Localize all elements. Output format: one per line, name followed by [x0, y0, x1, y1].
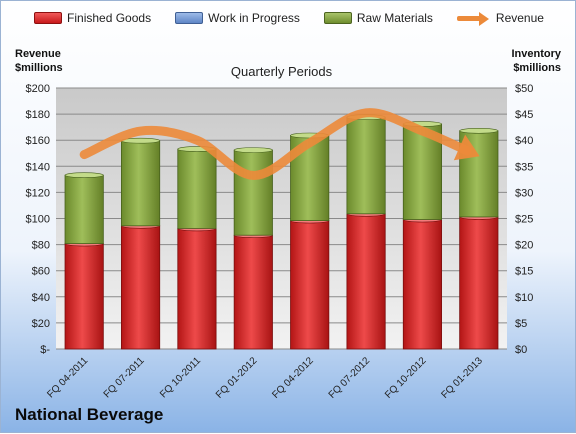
legend-item-revenue: Revenue	[456, 11, 544, 26]
left-tick-label: $120	[26, 187, 50, 199]
x-tick-label: FQ 01-2013	[439, 355, 485, 401]
left-tick-label: $60	[32, 266, 50, 278]
right-tick-label: $10	[515, 292, 533, 304]
left-tick-label: $40	[32, 292, 50, 304]
left-axis-title-line1: Revenue	[15, 48, 61, 60]
left-axis-title: Revenue $millions	[15, 47, 63, 75]
bar-raw-materials-cap	[233, 147, 273, 153]
bar-raw-materials	[346, 116, 386, 215]
left-tick-label: $140	[26, 161, 50, 173]
bar-finished-goods	[290, 220, 330, 350]
legend-label-revenue: Revenue	[495, 11, 544, 25]
bar-raw-materials	[233, 149, 273, 236]
left-axis-title-line2: $millions	[15, 62, 63, 74]
bar-raw-materials-cap	[459, 128, 499, 134]
bar-raw-materials	[120, 140, 161, 227]
right-axis-title: Inventory $millions	[511, 47, 561, 75]
bar-finished-goods	[402, 219, 443, 350]
legend-swatch-finished-goods	[34, 12, 63, 24]
legend-label-finished-goods: Finished Goods	[67, 11, 152, 25]
legend-label-work-in-progress: Work in Progress	[208, 11, 300, 25]
left-tick-label: $20	[32, 318, 50, 330]
x-tick-label: FQ 07-2012	[327, 355, 373, 401]
x-tick-label: FQ 10-2011	[158, 355, 203, 400]
x-tick-label: FQ 04-2011	[45, 355, 90, 400]
right-tick-label: $50	[515, 83, 533, 95]
right-tick-label: $25	[515, 214, 533, 226]
right-tick-label: $20	[515, 240, 533, 252]
legend-swatch-work-in-progress	[175, 12, 204, 24]
chart-title: Quarterly Periods	[231, 64, 333, 79]
left-tick-label: $-	[40, 344, 50, 356]
legend-item-raw-materials: Raw Materials	[323, 11, 433, 25]
legend: Finished Goods Work in Progress Raw Mate…	[1, 11, 576, 26]
bar-raw-materials	[177, 148, 217, 229]
right-tick-label: $15	[515, 266, 533, 278]
left-tick-label: $180	[26, 109, 50, 121]
revenue-line	[79, 108, 472, 180]
right-tick-label: $5	[515, 318, 527, 330]
left-tick-label: $80	[32, 240, 50, 252]
x-tick-label: FQ 07-2011	[102, 355, 147, 400]
right-tick-label: $35	[515, 161, 533, 173]
right-tick-label: $30	[515, 187, 533, 199]
bar-raw-materials	[64, 174, 104, 244]
legend-item-work-in-progress: Work in Progress	[175, 11, 300, 25]
right-tick-label: $40	[515, 135, 533, 147]
right-axis-title-line2: $millions	[513, 62, 561, 74]
right-tick-label: $45	[515, 109, 533, 121]
bar-finished-goods	[459, 216, 499, 350]
x-tick-label: FQ 01-2012	[214, 355, 260, 401]
left-tick-label: $160	[26, 135, 50, 147]
x-tick-label: FQ 10-2012	[383, 355, 429, 401]
left-tick-label: $100	[26, 214, 50, 226]
bar-finished-goods	[64, 243, 104, 350]
legend-swatch-revenue	[456, 12, 491, 26]
x-tick-label: FQ 04-2012	[270, 355, 316, 401]
bar-finished-goods	[233, 234, 273, 350]
legend-swatch-raw-materials	[323, 12, 352, 24]
legend-label-raw-materials: Raw Materials	[356, 11, 433, 25]
bar-finished-goods	[177, 228, 217, 350]
legend-item-finished-goods: Finished Goods	[34, 11, 151, 25]
bar-finished-goods	[120, 225, 161, 350]
right-axis-title-line1: Inventory	[511, 48, 561, 60]
right-tick-label: $0	[515, 344, 527, 356]
revenue-arrowhead	[453, 134, 480, 161]
left-tick-label: $200	[26, 83, 50, 95]
company-name: National Beverage	[15, 405, 164, 424]
bar-finished-goods	[346, 213, 386, 350]
bar-raw-materials-cap	[64, 172, 104, 178]
